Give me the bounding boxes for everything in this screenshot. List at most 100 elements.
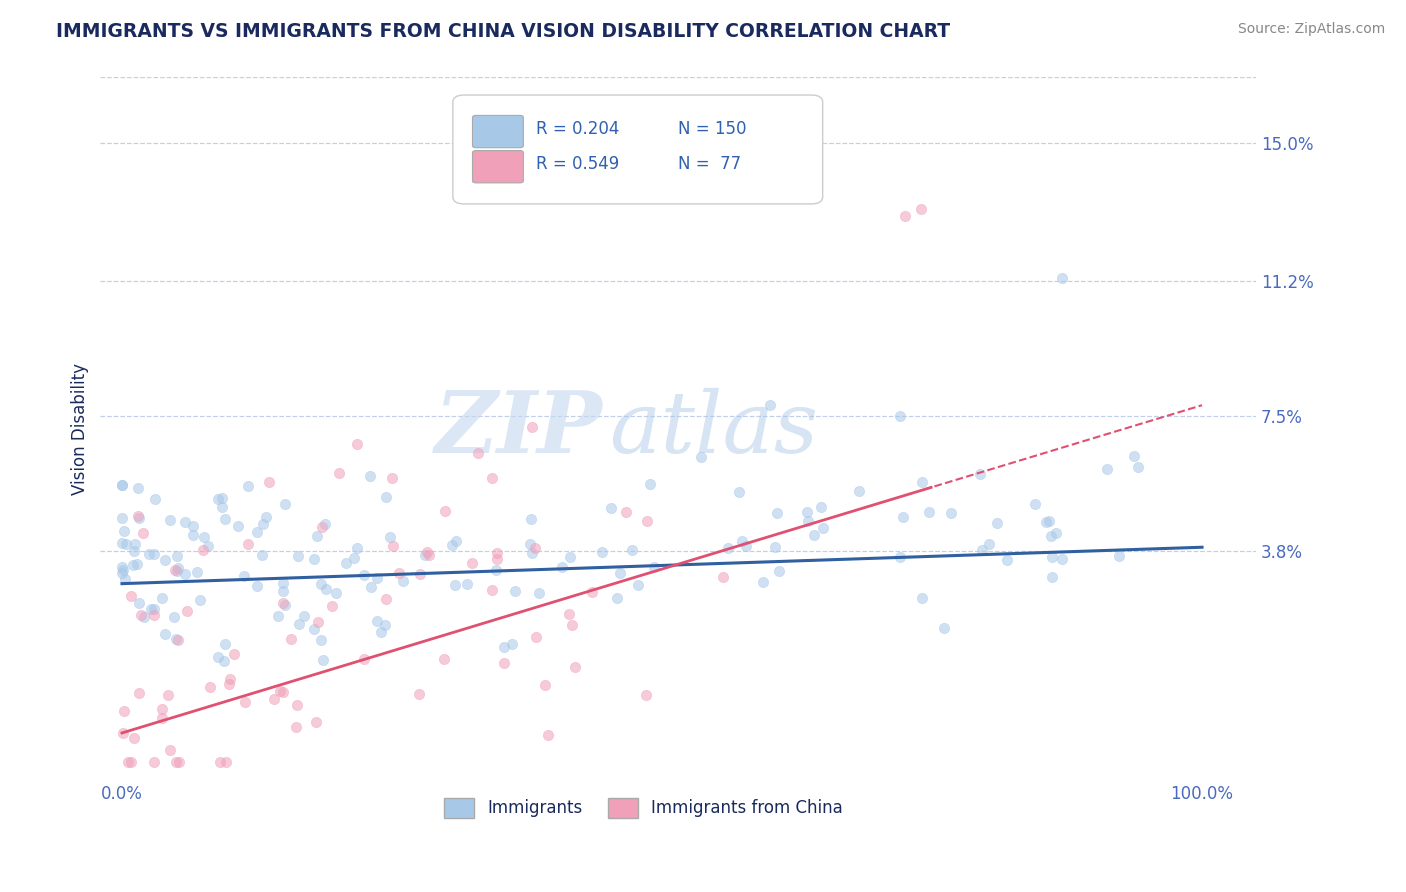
Point <box>120 590 142 604</box>
Point <box>114 537 136 551</box>
Point <box>321 599 343 613</box>
Point <box>112 704 135 718</box>
Point <box>1035 515 1057 529</box>
Point <box>165 755 187 769</box>
Point <box>752 575 775 590</box>
Point <box>315 582 337 597</box>
Point <box>111 535 134 549</box>
Point <box>165 632 187 646</box>
Point <box>366 571 388 585</box>
Point <box>727 485 749 500</box>
Point <box>218 677 240 691</box>
Point <box>381 471 404 485</box>
Point <box>523 541 546 555</box>
Point <box>143 755 166 769</box>
Point <box>1123 450 1146 464</box>
Text: atlas: atlas <box>609 387 818 470</box>
Point <box>343 551 366 566</box>
Point <box>167 755 190 769</box>
Point <box>537 728 560 742</box>
Point <box>485 563 508 577</box>
Point <box>173 566 195 581</box>
Point <box>370 624 392 639</box>
Point <box>111 559 134 574</box>
Point <box>166 633 188 648</box>
Point <box>271 575 294 590</box>
Point <box>145 491 167 506</box>
Point <box>139 601 162 615</box>
Point <box>711 569 734 583</box>
Point <box>163 563 186 577</box>
Point <box>150 591 173 606</box>
Point <box>891 510 914 524</box>
Point <box>415 544 437 558</box>
Point <box>186 566 208 580</box>
Point <box>932 621 955 635</box>
Point <box>280 632 302 647</box>
Point <box>127 557 149 571</box>
Point <box>150 702 173 716</box>
Point <box>388 566 411 580</box>
Point <box>335 557 357 571</box>
Point <box>441 539 464 553</box>
Point <box>1039 529 1062 543</box>
Point <box>1050 552 1073 566</box>
Point <box>209 755 232 769</box>
Point <box>236 537 259 551</box>
Point <box>911 591 934 605</box>
Point <box>263 692 285 706</box>
Point <box>214 637 236 651</box>
Point <box>620 542 643 557</box>
Point <box>111 566 134 581</box>
Point <box>309 632 332 647</box>
Point <box>529 586 551 600</box>
Point <box>519 537 541 551</box>
Point <box>627 578 650 592</box>
Point <box>292 609 315 624</box>
Point <box>418 548 440 562</box>
Point <box>1024 497 1046 511</box>
Point <box>128 510 150 524</box>
Point <box>127 508 149 523</box>
Point <box>813 521 835 535</box>
Point <box>245 524 267 539</box>
Point <box>211 491 233 506</box>
Point <box>269 684 291 698</box>
Point <box>163 610 186 624</box>
Point <box>150 711 173 725</box>
Point <box>188 592 211 607</box>
Point <box>803 528 825 542</box>
Point <box>759 398 782 412</box>
Point <box>307 615 329 630</box>
Point <box>143 547 166 561</box>
Point <box>111 478 134 492</box>
Point <box>1095 461 1118 475</box>
Point <box>360 580 382 594</box>
Point <box>581 584 603 599</box>
Point <box>166 564 188 578</box>
Point <box>492 640 515 654</box>
Point <box>614 505 637 519</box>
Point <box>413 548 436 562</box>
Point <box>433 652 456 666</box>
Point <box>128 686 150 700</box>
Point <box>132 610 155 624</box>
Point <box>353 652 375 666</box>
Point <box>810 500 832 515</box>
Point <box>766 506 789 520</box>
Point <box>551 560 574 574</box>
Point <box>558 607 581 621</box>
Point <box>763 541 786 555</box>
Point <box>600 500 623 515</box>
Point <box>287 549 309 563</box>
Point <box>176 603 198 617</box>
Point <box>155 553 177 567</box>
Point <box>591 545 613 559</box>
Point <box>197 539 219 553</box>
Point <box>328 466 350 480</box>
Point <box>524 630 547 644</box>
Point <box>1040 570 1063 584</box>
Point <box>143 607 166 622</box>
Point <box>212 654 235 668</box>
Text: N = 150: N = 150 <box>678 120 747 138</box>
